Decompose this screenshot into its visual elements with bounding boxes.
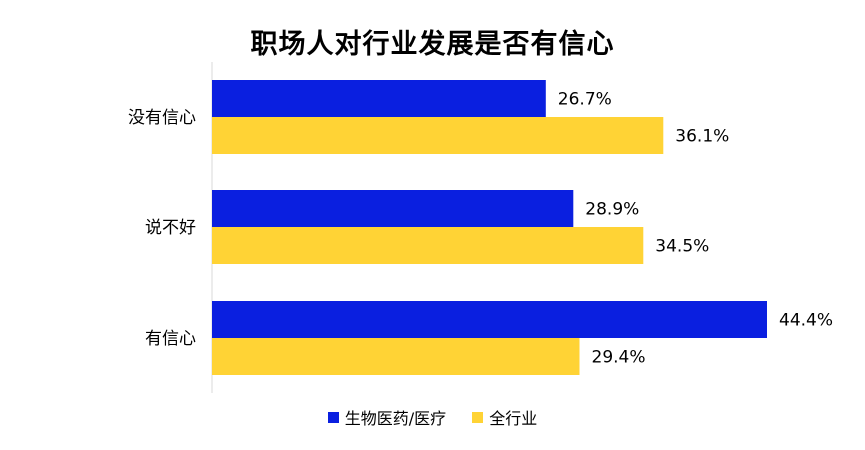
bar-series-1	[212, 301, 767, 338]
labels-layer: 没有信心 26.7% 36.1% 说不好 28.9% 34.5% 有信心 44.4% 29.4%	[128, 90, 833, 368]
legend-label-series-1: 生物医药/医疗	[344, 409, 447, 428]
data-label: 26.7%	[558, 90, 612, 110]
legend-item-series-2: 全行业	[472, 405, 537, 429]
bar-series-2	[212, 117, 664, 154]
bar-series-1	[212, 190, 574, 227]
data-label: 36.1%	[675, 127, 729, 147]
legend-item-series-1: 生物医药/医疗	[327, 405, 447, 429]
bars-layer	[212, 80, 767, 375]
legend-swatch-series-1	[327, 411, 339, 423]
bar-series-2	[212, 338, 580, 375]
data-label: 28.9%	[585, 200, 639, 220]
data-label: 29.4%	[592, 348, 646, 368]
chart-legend: 生物医药/医疗 全行业	[0, 405, 865, 429]
category-label: 没有信心	[128, 108, 196, 128]
bar-series-2	[212, 227, 644, 264]
chart-title: 职场人对行业发展是否有信心	[250, 29, 615, 60]
data-label: 34.5%	[655, 237, 709, 257]
legend-swatch-series-2	[472, 411, 484, 423]
category-label: 说不好	[145, 218, 196, 238]
bar-series-1	[212, 80, 546, 117]
category-label: 有信心	[145, 329, 196, 349]
data-label: 44.4%	[779, 311, 833, 331]
legend-label-series-2: 全行业	[489, 409, 538, 428]
